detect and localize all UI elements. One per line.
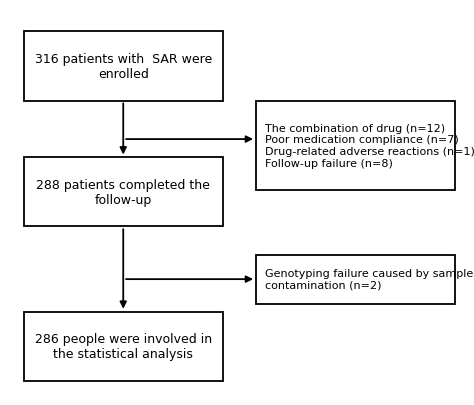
Bar [24,32,223,101]
Text: 288 patients completed the
follow-up: 288 patients completed the follow-up [36,179,210,206]
Text: The combination of drug (n=12)
Poor medication compliance (n=7)
Drug-related adv: The combination of drug (n=12) Poor medi… [265,124,474,168]
Bar [256,255,455,304]
Bar [24,158,223,227]
Bar [256,101,455,190]
Bar [24,312,223,381]
Text: Genotyping failure caused by sample
contamination (n=2): Genotyping failure caused by sample cont… [265,269,474,290]
Text: 286 people were involved in
the statistical analysis: 286 people were involved in the statisti… [35,333,212,360]
Text: 316 patients with  SAR were
enrolled: 316 patients with SAR were enrolled [35,53,212,81]
